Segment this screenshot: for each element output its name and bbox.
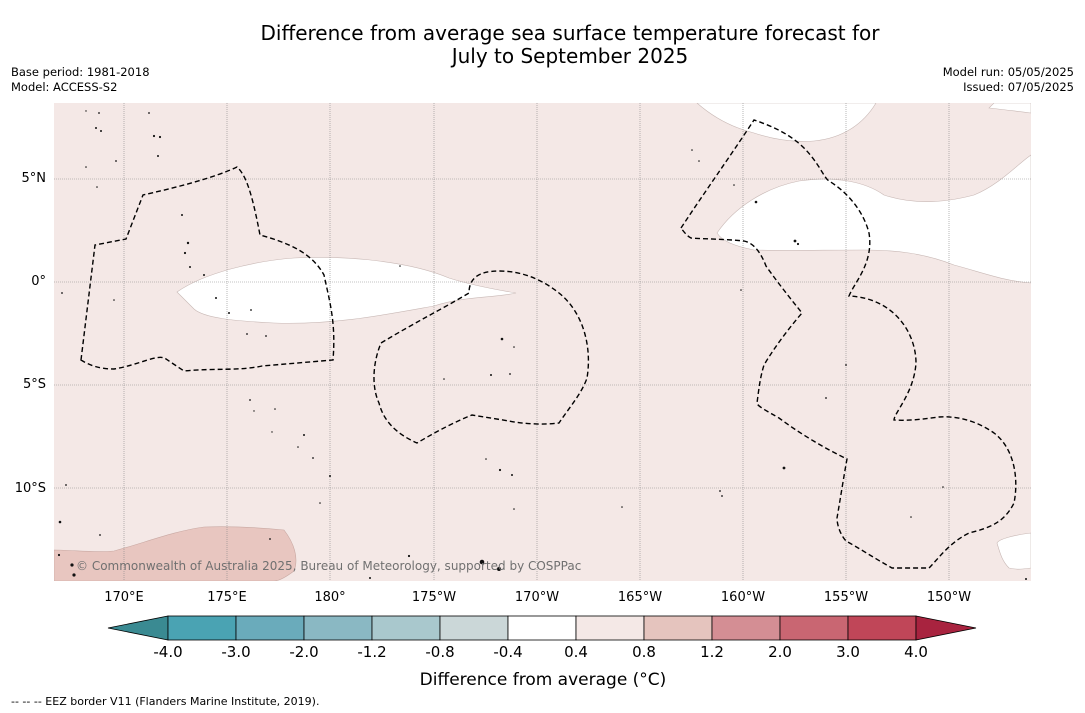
colorbar-tick: -0.4	[493, 643, 523, 661]
neutral-region-north-central	[696, 103, 877, 142]
colorbar-tick: 0.8	[632, 643, 656, 661]
colorbar-segment-1	[167, 615, 237, 641]
eez-border-west	[80, 166, 335, 372]
colorbar-tick: 1.2	[700, 643, 724, 661]
colorbar-tick: 0.4	[564, 643, 588, 661]
colorbar	[107, 615, 977, 641]
colorbar-segment-9	[711, 615, 781, 641]
lon-label-170w: 170°W	[514, 590, 560, 605]
title-line-2: July to September 2025	[451, 44, 689, 68]
colorbar-segment-4	[371, 615, 441, 641]
lat-label-5n: 5°N	[21, 171, 47, 186]
colorbar-arrow-high	[915, 615, 977, 641]
colorbar-segment-10	[779, 615, 849, 641]
model-name: Model: ACCESS-S2	[11, 80, 118, 94]
neutral-region-south-east	[996, 532, 1031, 570]
colorbar-label: Difference from average (°C)	[419, 670, 667, 690]
neutral-region-equatorial-east	[716, 154, 1031, 284]
colorbar-segment-8	[643, 615, 713, 641]
run-info: Model run: 05/05/2025 Issued: 07/05/2025	[943, 65, 1074, 95]
eez-footnote: -- -- -- EEZ border V11 (Flanders Marine…	[11, 695, 320, 708]
lon-label-175w: 175°W	[411, 590, 457, 605]
lat-label-10s: 10°S	[14, 481, 46, 496]
lon-label-160w: 160°W	[720, 590, 766, 605]
lat-label-0: 0°	[31, 274, 46, 289]
model-run-date: Model run: 05/05/2025	[942, 65, 1074, 79]
model-info: Base period: 1981-2018 Model: ACCESS-S2	[11, 65, 150, 95]
lon-label-175e: 175°E	[207, 590, 247, 605]
colorbar-tick: -2.0	[289, 643, 319, 661]
map-title: Difference from average sea surface temp…	[170, 22, 970, 68]
colorbar-tick: -4.0	[153, 643, 183, 661]
colorbar-segment-2	[235, 615, 305, 641]
neutral-region-north-east	[988, 103, 1031, 114]
neutral-region-equatorial-west	[176, 257, 517, 324]
map-background	[54, 103, 1031, 581]
colorbar-segment-6	[507, 615, 577, 641]
sst-anomaly-map: © Commonwealth of Australia 2025, Bureau…	[54, 103, 1031, 581]
islands	[57, 110, 1027, 580]
colorbar-tick: 2.0	[768, 643, 792, 661]
colorbar-arrow-low	[107, 615, 169, 641]
title-line-1: Difference from average sea surface temp…	[260, 21, 880, 45]
warm-region-southwest	[54, 526, 297, 581]
colorbar-tick: 4.0	[904, 643, 928, 661]
colorbar-tick: -1.2	[357, 643, 387, 661]
lon-label-155w: 155°W	[823, 590, 869, 605]
colorbar-tick: -3.0	[221, 643, 251, 661]
lat-label-5s: 5°S	[22, 377, 46, 392]
base-period: Base period: 1981-2018	[11, 65, 150, 79]
lon-label-170e: 170°E	[104, 590, 144, 605]
colorbar-segment-3	[303, 615, 373, 641]
colorbar-tick: 3.0	[836, 643, 860, 661]
colorbar-segment-11	[847, 615, 917, 641]
colorbar-segment-7	[575, 615, 645, 641]
issued-date: Issued: 07/05/2025	[963, 80, 1074, 94]
lon-label-180: 180°	[314, 590, 346, 605]
graticule	[54, 103, 1031, 581]
lon-label-150w: 150°W	[926, 590, 972, 605]
colorbar-tick: -0.8	[425, 643, 455, 661]
colorbar-segment-5	[439, 615, 509, 641]
map-copyright: © Commonwealth of Australia 2025, Bureau…	[76, 559, 581, 573]
lon-label-165w: 165°W	[617, 590, 663, 605]
eez-border-east	[680, 119, 1017, 569]
